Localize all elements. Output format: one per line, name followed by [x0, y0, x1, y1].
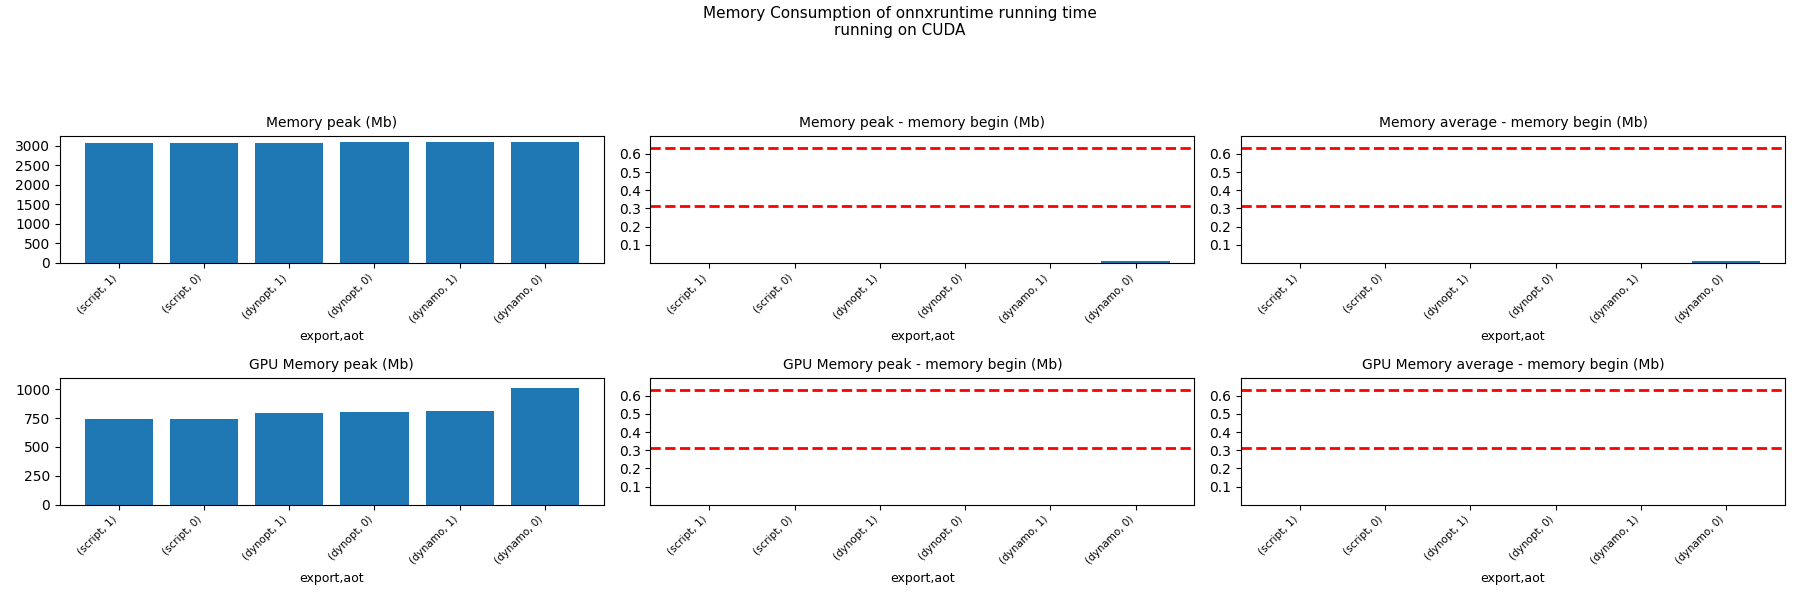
Bar	[256, 143, 324, 263]
Title: GPU Memory peak (Mb): GPU Memory peak (Mb)	[250, 358, 414, 372]
X-axis label: export,aot: export,aot	[299, 330, 364, 343]
Bar	[511, 388, 580, 505]
Title: GPU Memory average - memory begin (Mb): GPU Memory average - memory begin (Mb)	[1363, 358, 1665, 372]
Bar	[169, 143, 238, 263]
X-axis label: export,aot: export,aot	[1481, 330, 1546, 343]
Bar	[1692, 262, 1760, 263]
Bar	[340, 142, 409, 263]
X-axis label: export,aot: export,aot	[1481, 572, 1546, 585]
Bar	[169, 419, 238, 505]
Bar	[425, 142, 493, 263]
Title: Memory peak - memory begin (Mb): Memory peak - memory begin (Mb)	[799, 116, 1046, 130]
Bar	[1102, 260, 1170, 263]
X-axis label: export,aot: export,aot	[891, 330, 954, 343]
Title: Memory average - memory begin (Mb): Memory average - memory begin (Mb)	[1379, 116, 1647, 130]
X-axis label: export,aot: export,aot	[891, 572, 954, 585]
Bar	[340, 412, 409, 505]
Text: Memory Consumption of onnxruntime running time
running on CUDA: Memory Consumption of onnxruntime runnin…	[704, 6, 1096, 38]
X-axis label: export,aot: export,aot	[299, 572, 364, 585]
Bar	[425, 411, 493, 505]
Bar	[256, 413, 324, 505]
Title: GPU Memory peak - memory begin (Mb): GPU Memory peak - memory begin (Mb)	[783, 358, 1062, 372]
Bar	[85, 419, 153, 505]
Title: Memory peak (Mb): Memory peak (Mb)	[266, 116, 398, 130]
Bar	[511, 142, 580, 263]
Bar	[85, 143, 153, 263]
